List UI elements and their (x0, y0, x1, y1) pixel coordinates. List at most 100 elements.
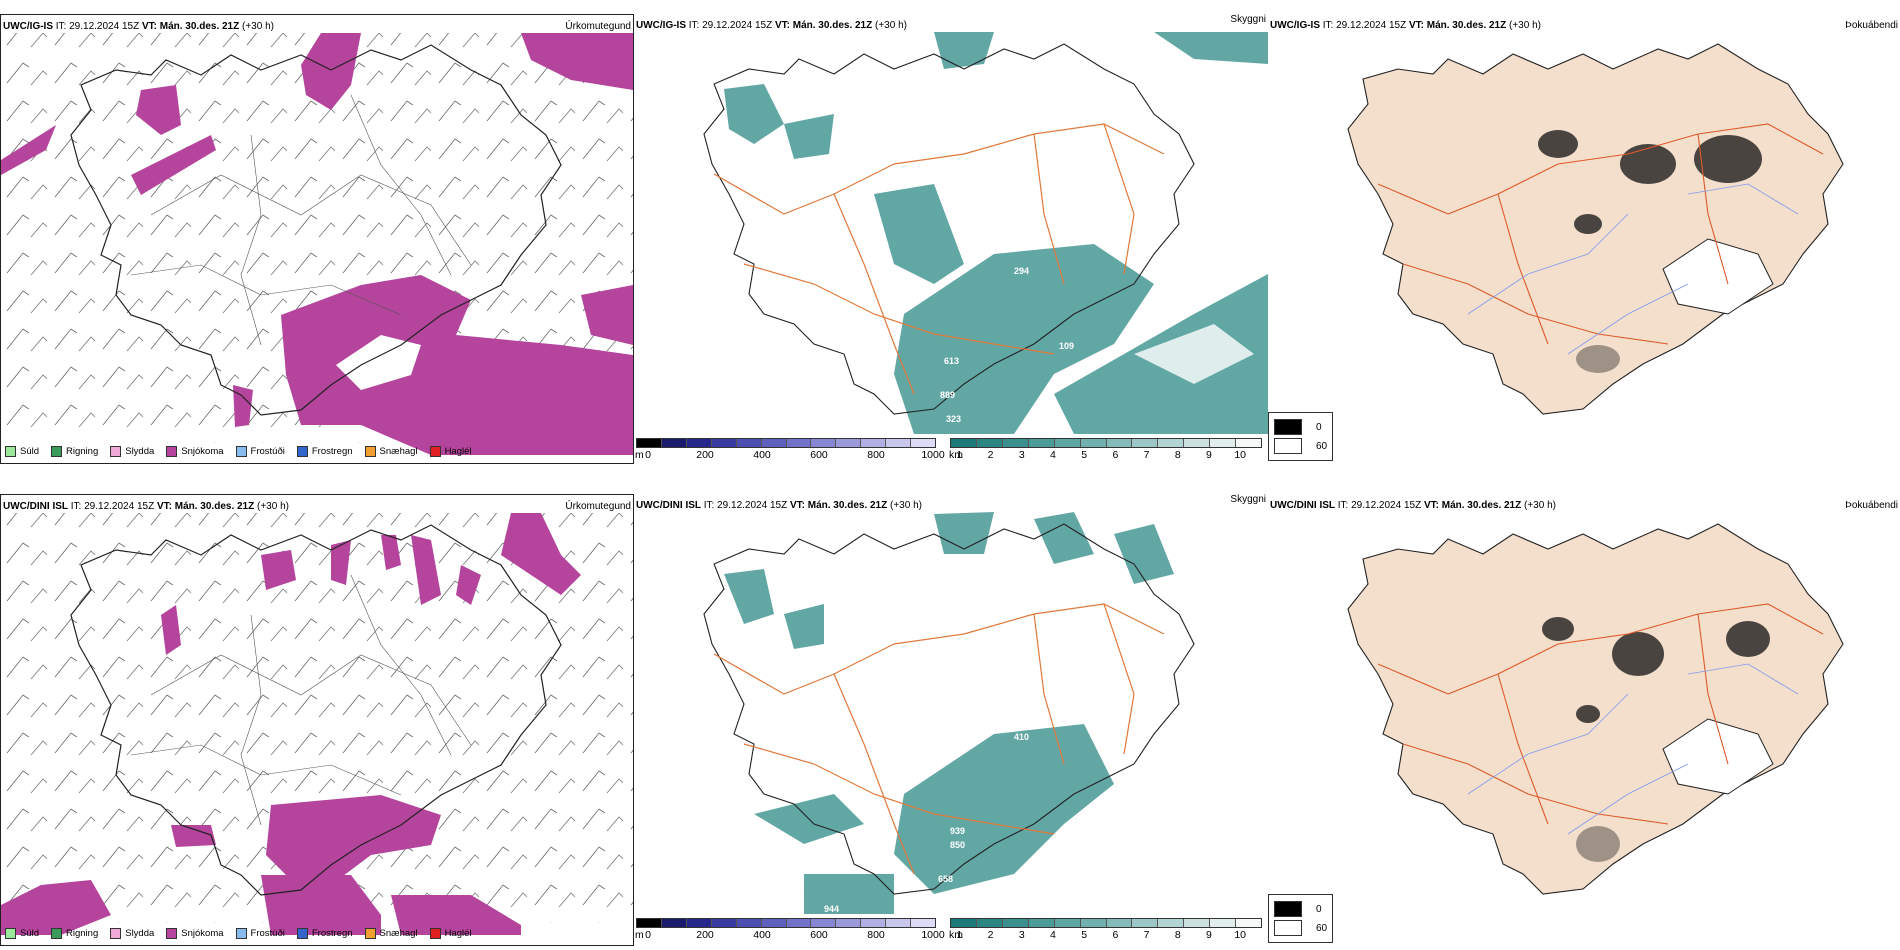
colorbar-swatch (1054, 439, 1081, 447)
colorbar-tick-label: 7 (1143, 449, 1150, 461)
visibility-value-label: 410 (1014, 732, 1029, 742)
legend-item: Frostúði (235, 928, 285, 939)
colorbar-swatch (836, 919, 862, 927)
panel-header: UWC/DINI ISL IT: 29.12.2024 15Z VT: Mán.… (1270, 500, 1898, 511)
visibility-value-label: 639 (946, 898, 961, 908)
visibility-map-2: 410 939 850 658 944 639 (703, 512, 1195, 914)
colorbar-swatch (711, 439, 737, 447)
fog-patches (1542, 617, 1770, 862)
colorbar-swatch (1054, 919, 1081, 927)
fog-legend-2: 0 60 (1268, 894, 1334, 943)
precip-legend-2: Súld Rigning Slydda Snjókoma Frostúði Fr… (5, 928, 484, 939)
colorbar-swatch (1158, 919, 1185, 927)
colorbar-swatch (1080, 439, 1107, 447)
visibility-colorbar-m: m 0 200 400 600 800 1000 (635, 438, 945, 462)
fog-panel-1: UWC/IG-IS IT: 29.12.2024 15Z VT: Mán. 30… (1268, 14, 1900, 464)
colorbar-swatch (637, 439, 662, 447)
colorbar-swatch (736, 439, 762, 447)
colorbar-tick-label: 1000 (921, 449, 945, 461)
fog-map-1 (1347, 43, 1844, 415)
colorbar-tick-label: 2 (987, 929, 994, 941)
colorbar-tick-label: 200 (696, 929, 714, 941)
colorbar-tick-label: 4 (1050, 929, 1056, 941)
precip-type-map-1 (1, 33, 633, 455)
visibility-panel-2: 410 939 850 658 944 639 UWC/DINI ISL IT:… (634, 494, 1268, 946)
colorbar-swatch (761, 439, 787, 447)
colorbar-km-ramp (950, 918, 1262, 928)
colorbar-swatch (836, 439, 862, 447)
colorbar-swatch (1210, 919, 1237, 927)
colorbar-tick-label: 9 (1206, 929, 1212, 941)
colorbar-tick-label: 200 (696, 449, 714, 461)
iceland-outline (70, 524, 562, 896)
snowfall-area (1, 33, 633, 455)
precip-type-panel-1: UWC/IG-IS IT: 29.12.2024 15Z VT: Mán. 30… (0, 14, 634, 464)
colorbar-swatch (886, 439, 912, 447)
panel-title: Þokuábendi (1845, 20, 1898, 31)
colorbar-km-ticks: km 1 2 3 4 5 6 7 8 9 10 (949, 449, 1246, 461)
colorbar-swatch (761, 919, 787, 927)
colorbar-swatch (811, 919, 837, 927)
legend-item: Frostregn (296, 446, 353, 457)
colorbar-tick-label: 0 (645, 929, 651, 941)
colorbar-tick-label: 6 (1112, 929, 1119, 941)
fog-patches (1538, 130, 1762, 373)
colorbar-swatch (786, 919, 812, 927)
colorbar-tick-label: 1 (956, 929, 963, 941)
colorbar-swatch (686, 439, 712, 447)
colorbar-swatch (1106, 439, 1133, 447)
panel-header: UWC/IG-IS IT: 29.12.2024 15Z VT: Mán. 30… (636, 14, 1266, 31)
colorbar-swatch (951, 919, 977, 927)
colorbar-m-ramp (636, 918, 936, 928)
visibility-value-label: 939 (950, 826, 965, 836)
iceland-outline (703, 43, 1195, 415)
colorbar-swatch (637, 919, 662, 927)
colorbar-swatch (711, 919, 737, 927)
legend-item: Snjókoma (166, 928, 224, 939)
visibility-value-label: 323 (946, 414, 961, 424)
visibility-value-label: 855 (992, 192, 1007, 202)
colorbar-swatch (861, 919, 887, 927)
colorbar-swatch (911, 439, 936, 447)
fog-legend-1: 0 60 (1268, 412, 1334, 461)
legend-item: Súld (5, 928, 39, 939)
panel-title: Skyggni (1230, 14, 1266, 25)
colorbar-tick-label: 400 (753, 929, 771, 941)
panel-title: Skyggni (1230, 494, 1266, 505)
colorbar-tick-label: 3 (1018, 929, 1025, 941)
precip-type-panel-2: UWC/DINI ISL IT: 29.12.2024 15Z VT: Mán.… (0, 494, 634, 946)
colorbar-tick-label: 2 (987, 449, 994, 461)
visibility-colorbar-km: km 1 2 3 4 5 6 7 8 9 10 (949, 438, 1262, 462)
visibility-value-label: 294 (1014, 266, 1029, 276)
visibility-map-1: 855 294 613 109 889 323 (703, 32, 1268, 434)
colorbar-tick-label: 5 (1081, 449, 1088, 461)
legend-item: Haglél (429, 928, 472, 939)
colorbar-swatch (1184, 439, 1211, 447)
colorbar-swatch (861, 439, 887, 447)
panel-header: UWC/IG-IS IT: 29.12.2024 15Z VT: Mán. 30… (1270, 20, 1898, 31)
colorbar-swatch (976, 919, 1003, 927)
legend-item: Slydda (110, 928, 154, 939)
legend-item: Súld (5, 446, 39, 457)
colorbar-swatch (661, 439, 687, 447)
colorbar-swatch (886, 919, 912, 927)
colorbar-tick-label: 1000 (921, 929, 945, 941)
legend-item: Rigning (51, 446, 98, 457)
legend-item: Frostregn (296, 928, 353, 939)
colorbar-swatch (1106, 919, 1133, 927)
colorbar-swatch (1002, 919, 1029, 927)
visibility-colorbar-m: m 0 200 400 600 800 1000 (635, 918, 945, 942)
panel-header: UWC/DINI ISL IT: 29.12.2024 15Z VT: Mán.… (636, 494, 1266, 511)
visibility-panel-1: 855 294 613 109 889 323 UWC/IG-IS IT: 29… (634, 14, 1268, 464)
colorbar-swatch (976, 439, 1003, 447)
panel-title: Úrkomutegund (565, 501, 631, 512)
panel-header: UWC/DINI ISL IT: 29.12.2024 15Z VT: Mán.… (3, 501, 631, 512)
colorbar-m-ticks: m 0 200 400 600 800 1000 (635, 929, 945, 941)
visibility-value-label: 613 (944, 356, 959, 366)
colorbar-swatch (786, 439, 812, 447)
road-network (713, 123, 1165, 395)
colorbar-tick-label: 7 (1143, 929, 1150, 941)
colorbar-tick-label: 5 (1081, 929, 1088, 941)
fog-map-2 (1347, 523, 1844, 895)
colorbar-swatch (1028, 439, 1055, 447)
